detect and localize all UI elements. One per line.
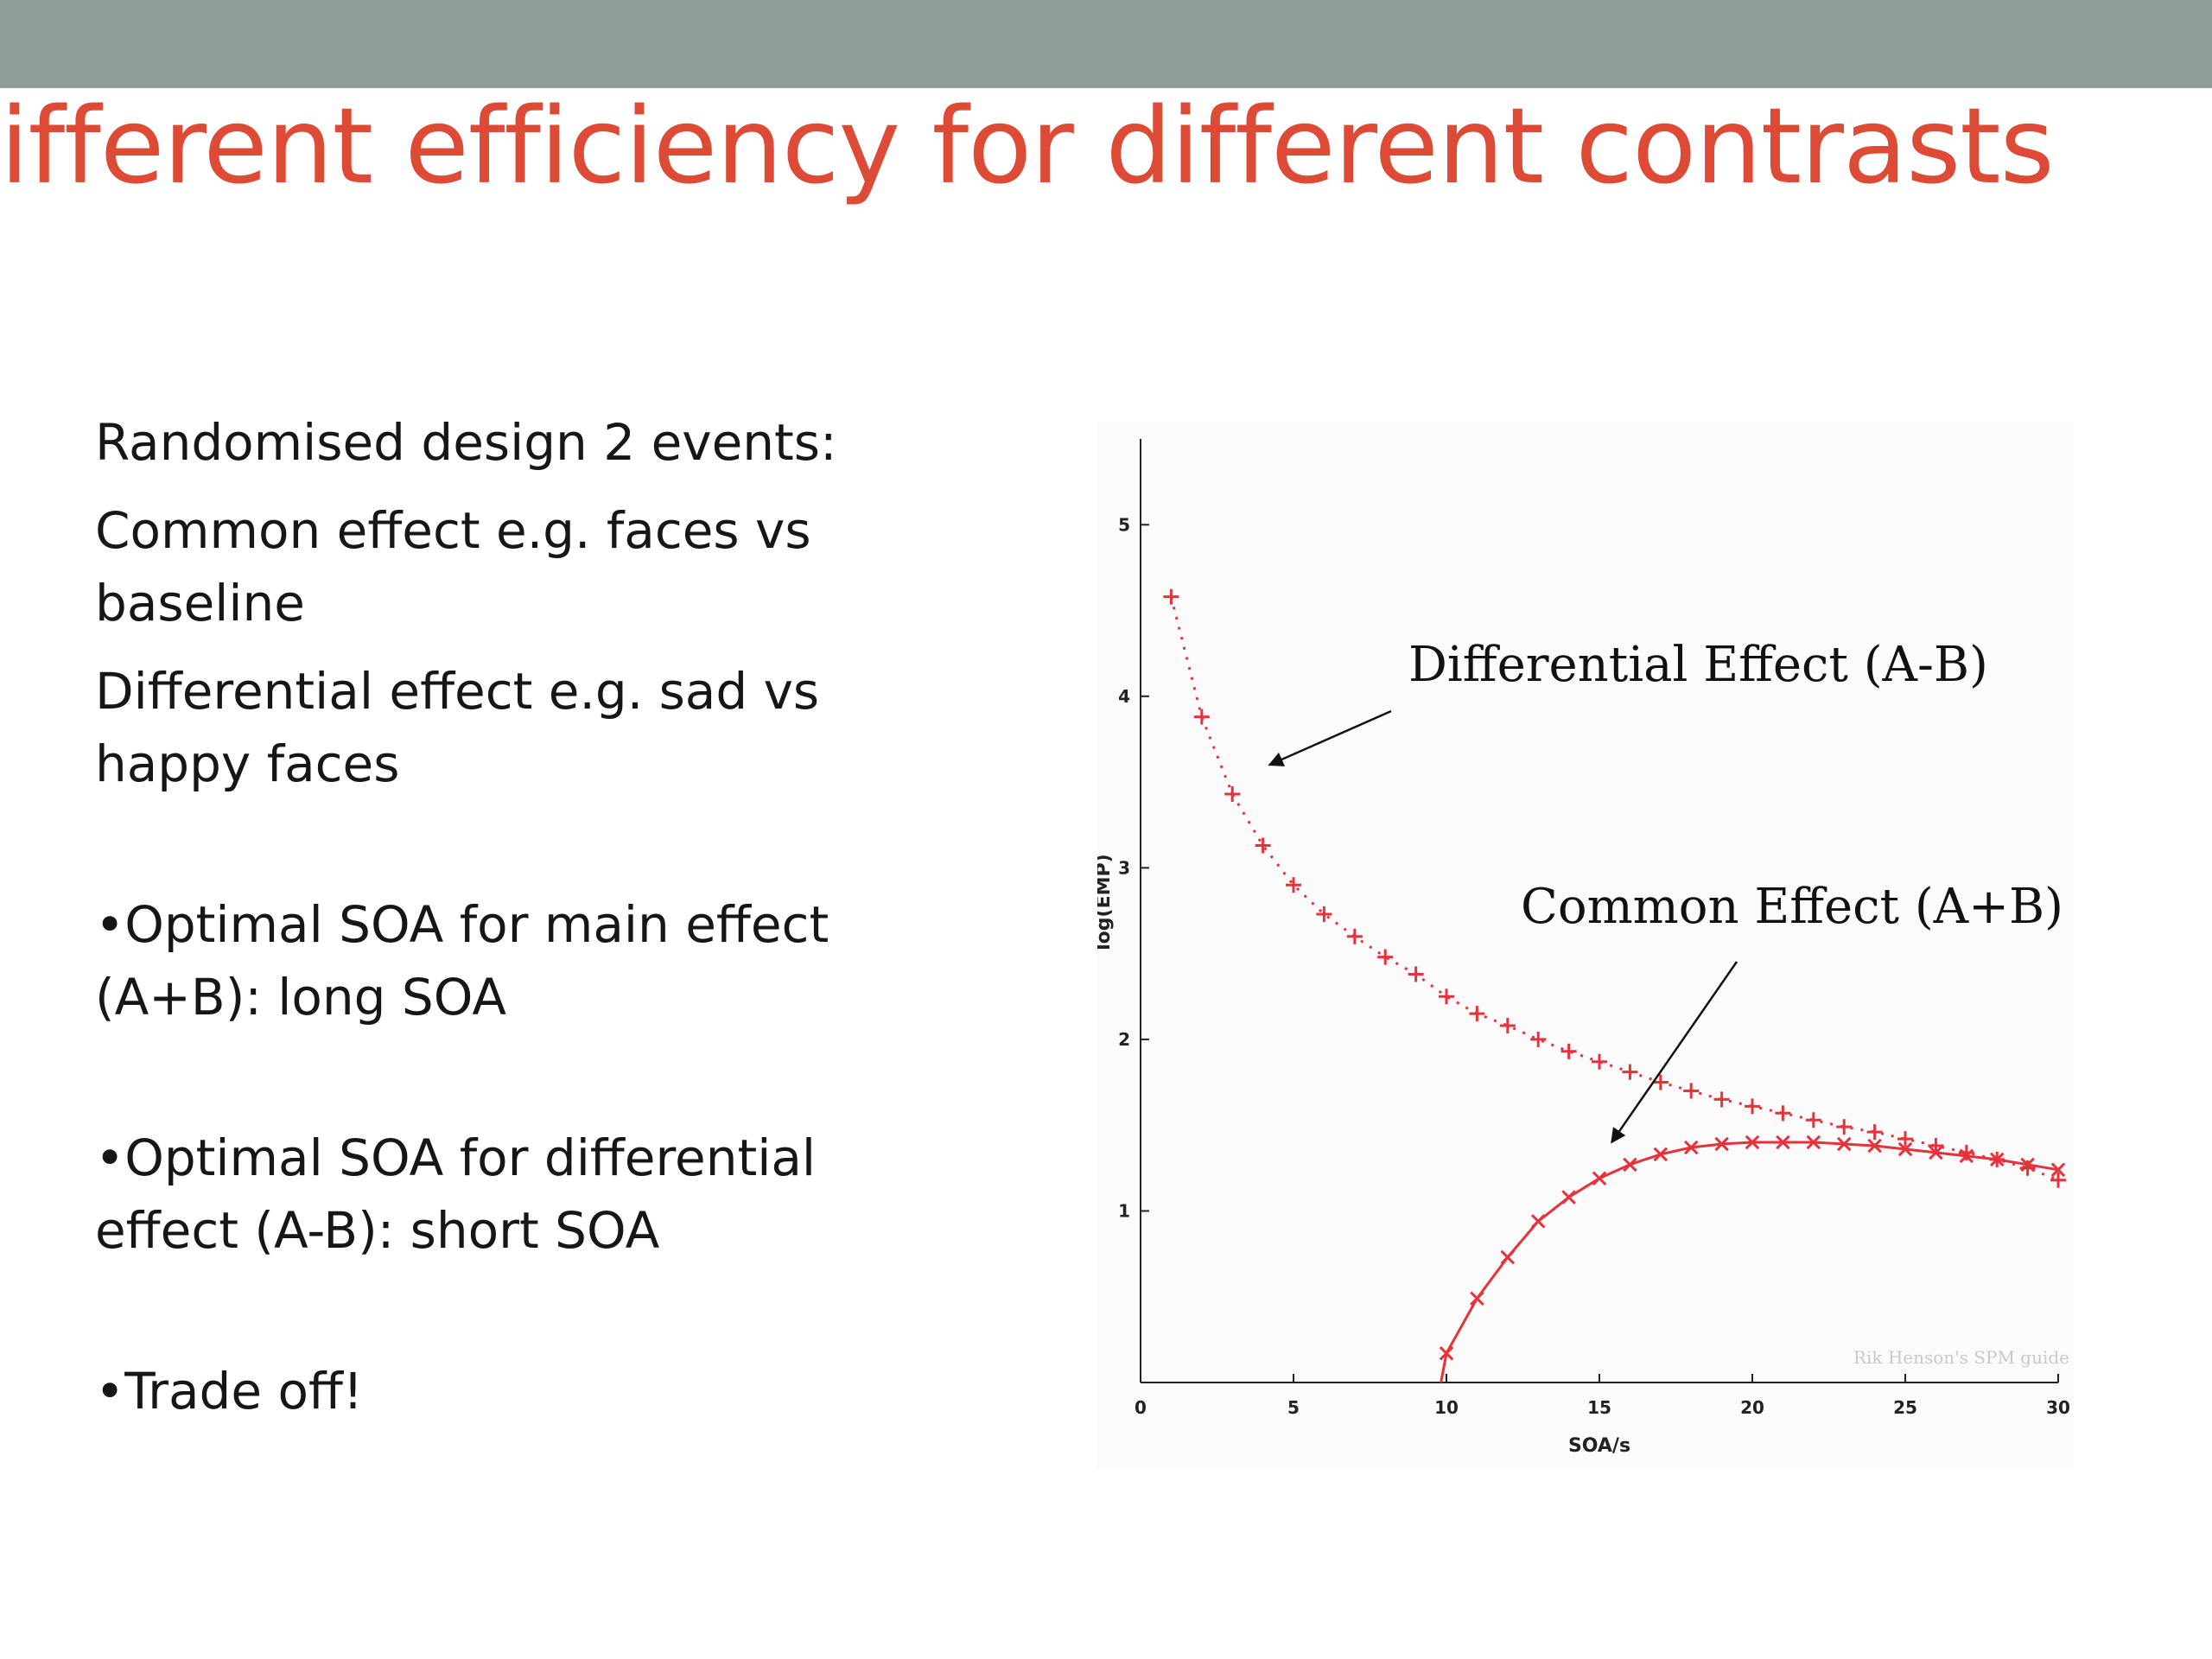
y-axis-label: log(EMP) [1097, 854, 1115, 950]
list-item: Differential effect e.g. sad vs [95, 662, 820, 721]
differential-effect-marker [1592, 1053, 1607, 1070]
differential-effect-marker [1408, 966, 1424, 982]
common-effect-marker [1592, 1171, 1607, 1185]
list-item: baseline [95, 574, 305, 632]
differential-effect-marker [1286, 877, 1301, 893]
common-effect-marker [1867, 1138, 1882, 1154]
common-effect-marker [1929, 1145, 1943, 1160]
common-effect-marker [1989, 1152, 2005, 1167]
chart-annotations: Differential Effect (A-B) Common Effect (… [1268, 637, 2063, 1144]
chart-svg: 0 5 10 15 20 25 30 1 2 3 4 5 SOA/s log(EMP) Different… [1097, 439, 2070, 1457]
efficiency-chart: 0 5 10 15 20 25 30 1 2 3 4 5 SOA/s log(EMP) Different… [1097, 422, 2074, 1469]
slide-title: ifferent efficiency for different contra… [0, 86, 2055, 207]
common-effect-marker [2050, 1162, 2066, 1178]
common-effect-marker [1623, 1157, 1637, 1173]
common-effect-marker [2020, 1157, 2035, 1173]
chart-credit: Rik Henson's SPM guide [1853, 1347, 2069, 1368]
differential-effect-marker [1499, 1018, 1516, 1034]
list-item: Common effect e.g. faces vs [95, 501, 811, 560]
differential-effect-marker [1683, 1083, 1700, 1099]
common-effect-marker [1806, 1135, 1821, 1150]
common-effect-marker [1530, 1214, 1546, 1229]
common-effect-marker [1439, 1345, 1454, 1361]
x-axis-label: SOA/s [1568, 1435, 1630, 1457]
differential-effect-marker [1745, 1098, 1760, 1115]
differential-effect-marker [1469, 1006, 1485, 1022]
common-effect-marker [1714, 1136, 1729, 1152]
top-bar [0, 0, 2212, 88]
x-tick-label: 0 [1135, 1397, 1147, 1418]
annotation-common-effect: Common Effect (A+B) [1521, 879, 2063, 935]
differential-effect-marker [1224, 785, 1241, 802]
x-tick-label: 20 [1740, 1397, 1764, 1418]
common-effect-marker [1683, 1140, 1699, 1155]
differential-effect-marker [1958, 1144, 1974, 1160]
differential-effect-marker [1193, 709, 1210, 725]
differential-effect-marker [1775, 1105, 1791, 1122]
list-item: •Optimal SOA for differential [95, 1128, 816, 1187]
differential-effect-marker [1163, 588, 1179, 605]
list-item: (A+B): long SOA [95, 968, 507, 1027]
differential-effect-marker [1377, 949, 1394, 965]
y-tick-label: 3 [1118, 857, 1130, 878]
chart-axes: 0 5 10 15 20 25 30 1 2 3 4 5 SOA/s log(EMP) [1097, 439, 2070, 1457]
common-effect-marker [1653, 1147, 1669, 1162]
annotation-arrow-common [1611, 961, 1738, 1144]
common-effect-marker [1897, 1141, 1913, 1157]
common-effect-marker [1470, 1291, 1484, 1306]
differential-effect-marker [1836, 1119, 1853, 1135]
differential-effect-marker [1255, 837, 1271, 854]
y-tick-label: 1 [1118, 1200, 1130, 1221]
common-effect-marker [1836, 1136, 1852, 1152]
common-effect-marker [1500, 1249, 1516, 1265]
list-item: effect (A-B): short SOA [95, 1201, 660, 1260]
series-lines [1169, 596, 2059, 1383]
differential-effect-marker [1713, 1091, 1730, 1108]
differential-effect-marker [1560, 1043, 1577, 1059]
annotation-differential-effect: Differential Effect (A-B) [1408, 637, 1988, 693]
common-effect-line-tail [1440, 1352, 1448, 1383]
common-effect-marker [1959, 1148, 1974, 1164]
x-tick-label: 25 [1893, 1397, 1917, 1418]
y-tick-label: 5 [1118, 514, 1130, 535]
x-tick-label: 10 [1434, 1397, 1459, 1418]
differential-effect-marker [1866, 1124, 1883, 1141]
x-tick-label: 15 [1587, 1397, 1611, 1418]
differential-effect-marker [1439, 988, 1454, 1005]
x-tick-label: 5 [1287, 1397, 1300, 1418]
differential-effect-marker [1897, 1131, 1913, 1147]
list-item: happy faces [95, 734, 400, 793]
list-item: Randomised design 2 events: [95, 413, 837, 472]
y-tick-label: 4 [1118, 686, 1130, 707]
common-effect-marker [1561, 1190, 1576, 1205]
differential-effect-marker [1622, 1064, 1638, 1080]
differential-effect-marker [1805, 1112, 1821, 1128]
annotation-arrow-differential [1268, 709, 1392, 766]
common-effect-line [1445, 1141, 2059, 1354]
common-effect-marker [1776, 1135, 1790, 1150]
differential-effect-marker [1316, 906, 1332, 922]
list-item: •Trade off! [95, 1362, 364, 1421]
y-tick-label: 2 [1118, 1029, 1130, 1050]
bullet-list: Randomised design 2 events: Common effec… [95, 406, 985, 1427]
x-tick-label: 30 [2046, 1397, 2070, 1418]
series-markers [1163, 588, 2066, 1361]
differential-effect-marker [1652, 1074, 1669, 1090]
differential-effect-marker [1530, 1031, 1547, 1047]
differential-effect-marker [2050, 1172, 2066, 1188]
list-item: •Optimal SOA for main effect [95, 895, 830, 954]
differential-effect-marker [1346, 928, 1363, 944]
common-effect-marker [1745, 1135, 1760, 1150]
